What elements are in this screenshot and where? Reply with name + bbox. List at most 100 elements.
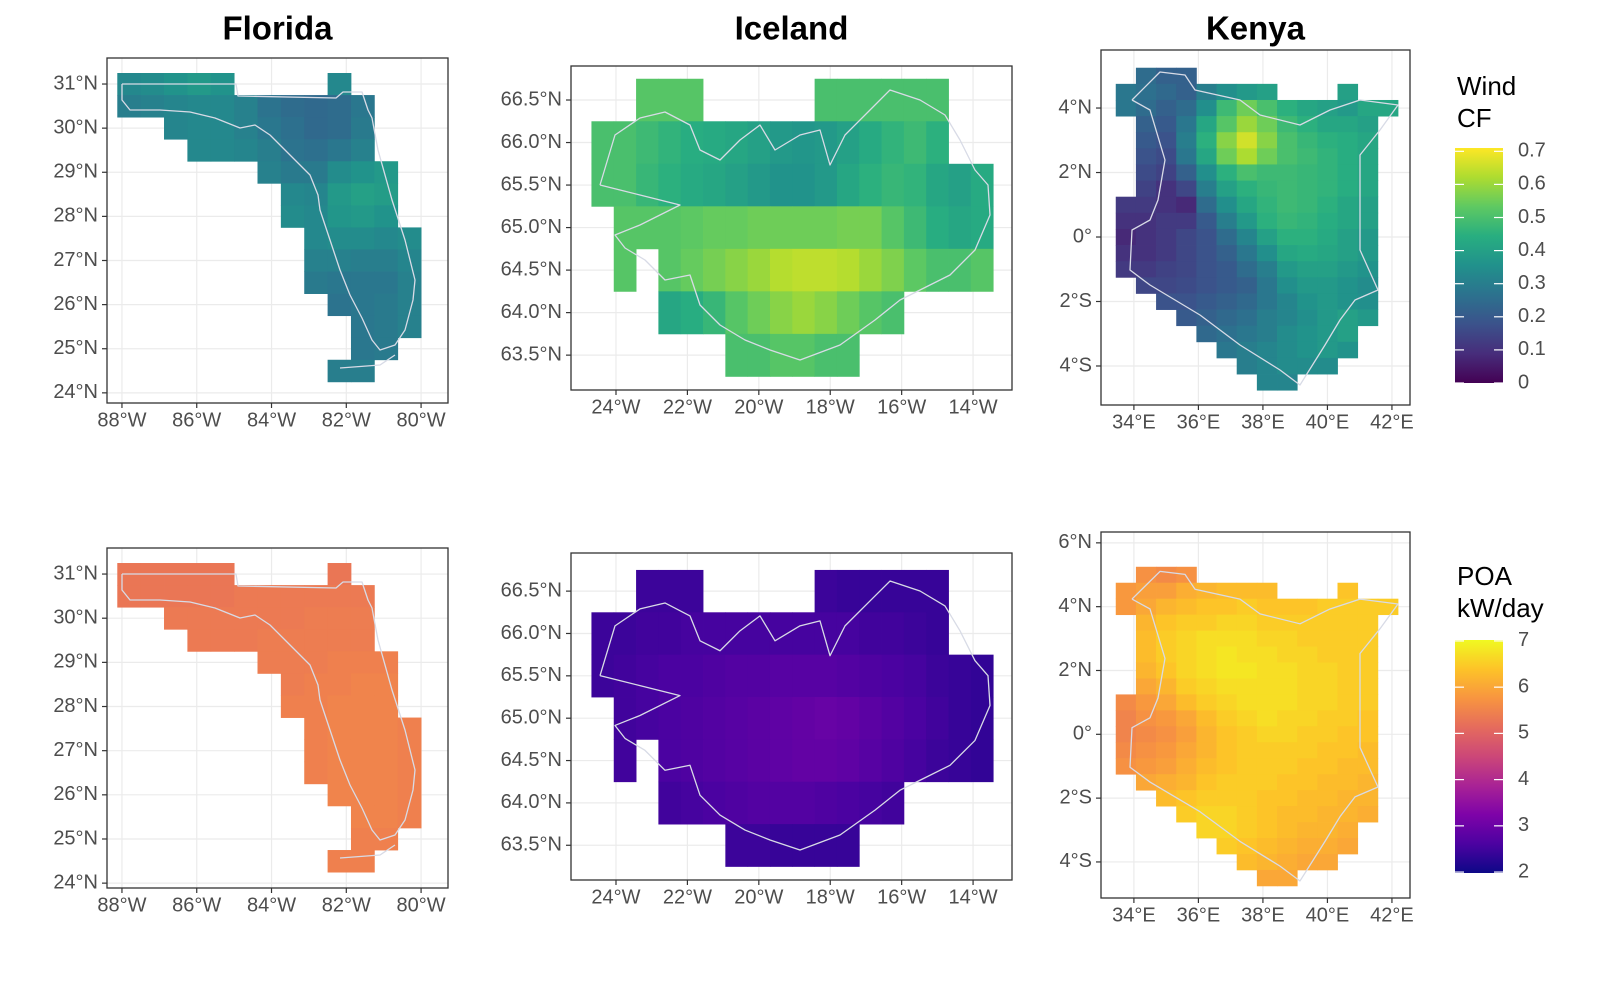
x-tick-label: 18°W <box>806 886 855 908</box>
grid-cell <box>1176 774 1197 791</box>
grid-cell <box>1317 245 1338 262</box>
y-tick-label: 25°N <box>53 827 98 849</box>
grid-cell <box>1337 228 1359 246</box>
y-tick-label: 4°N <box>1058 595 1092 617</box>
y-tick-label: 0° <box>1073 225 1092 247</box>
grid-cell <box>1256 822 1278 839</box>
grid-cell <box>814 78 838 122</box>
grid-cell <box>1357 662 1379 679</box>
x-tick-label: 20°W <box>734 396 783 418</box>
grid-cell <box>636 206 659 250</box>
grid-cell <box>1297 132 1318 149</box>
grid-cell <box>792 206 816 250</box>
grid-cell <box>703 121 726 165</box>
grid-cell <box>1216 148 1238 165</box>
grid-cell <box>164 117 188 140</box>
grid-cell <box>1115 598 1137 616</box>
grid-cell <box>280 95 305 118</box>
grid-cell <box>1256 309 1278 327</box>
grid-cell <box>1196 710 1217 727</box>
grid-cell <box>374 805 399 829</box>
grid-cell <box>1196 116 1217 133</box>
grid-cell <box>1256 646 1278 663</box>
grid-cell <box>792 121 816 165</box>
grid-cell <box>1176 293 1197 310</box>
grid-cell <box>1196 325 1217 343</box>
grid-cell <box>1297 646 1318 663</box>
x-tick-label: 84°W <box>247 409 296 431</box>
x-tick-label: 40°E <box>1306 904 1350 926</box>
legend-title: Wind CF <box>1457 71 1516 133</box>
grid-cell <box>1156 758 1177 775</box>
grid-cell <box>680 612 704 656</box>
grid-cell <box>1236 742 1258 759</box>
grid-cell <box>1236 309 1258 327</box>
y-tick-label: 28°N <box>53 205 98 227</box>
grid-cell <box>280 607 305 630</box>
grid-cell <box>1216 309 1238 327</box>
grid-cell <box>1115 742 1137 759</box>
grid-cell <box>1176 180 1197 198</box>
grid-cell <box>1216 164 1238 181</box>
grid-cell <box>397 227 422 250</box>
grid-cell <box>1277 646 1298 663</box>
grid-cell <box>1357 148 1379 165</box>
x-tick-label: 80°W <box>397 894 446 916</box>
grid-cell <box>769 739 793 783</box>
grid-cell <box>1156 116 1177 133</box>
grid-cell <box>350 695 375 718</box>
grid-cell <box>1357 277 1379 294</box>
grid-cell <box>680 78 704 122</box>
grid-cell <box>280 139 305 162</box>
x-tick-label: 86°W <box>172 409 221 431</box>
grid-cell <box>187 607 212 630</box>
grid-cell <box>1196 678 1217 695</box>
grid-cell <box>747 781 771 825</box>
grid-cell <box>1236 116 1258 133</box>
grid-cell <box>1196 293 1217 310</box>
grid-cell <box>903 248 927 292</box>
grid-cell <box>1176 164 1197 181</box>
grid-cell <box>1337 83 1359 101</box>
grid-cell <box>210 95 235 118</box>
grid-cell <box>304 227 329 250</box>
grid-cell <box>1337 309 1359 327</box>
grid-cell <box>1297 261 1318 278</box>
grid-cell <box>725 824 749 867</box>
grid-cell <box>1317 662 1338 679</box>
grid-cell <box>1357 630 1379 647</box>
grid-cell <box>1256 212 1278 230</box>
grid-cell <box>859 781 882 825</box>
grid-cell <box>1357 598 1379 616</box>
grid-cell <box>1216 630 1238 647</box>
grid-cell <box>1337 806 1359 823</box>
grid-cell <box>1115 228 1137 246</box>
grid-cell <box>1337 678 1359 695</box>
x-tick-label: 22°W <box>663 396 712 418</box>
panel-border <box>106 57 449 404</box>
grid-cell <box>1357 678 1379 695</box>
grid-cell <box>1357 180 1379 198</box>
grid-cell <box>1337 245 1359 262</box>
grid-cell <box>1216 83 1238 101</box>
grid-cell <box>1156 67 1177 85</box>
grid-cell <box>1156 566 1177 584</box>
grid-cell <box>1135 630 1157 647</box>
grid-cell <box>1176 790 1197 807</box>
grid-cell <box>859 739 882 783</box>
grid-cell <box>257 629 282 652</box>
grid-cell <box>1196 662 1217 679</box>
grid-cell <box>903 206 927 250</box>
y-tick-label: 31°N <box>53 72 98 94</box>
y-tick-label: 27°N <box>53 249 98 271</box>
grid-cell <box>374 205 399 228</box>
grid-cell <box>1256 164 1278 181</box>
grid-cell <box>1176 726 1197 743</box>
grid-cell <box>1277 678 1298 695</box>
grid-cell <box>769 163 793 207</box>
y-tick-label: 28°N <box>53 695 98 717</box>
grid-cell <box>1176 83 1197 101</box>
grid-cell <box>1176 742 1197 759</box>
grid-cell <box>1256 662 1278 679</box>
